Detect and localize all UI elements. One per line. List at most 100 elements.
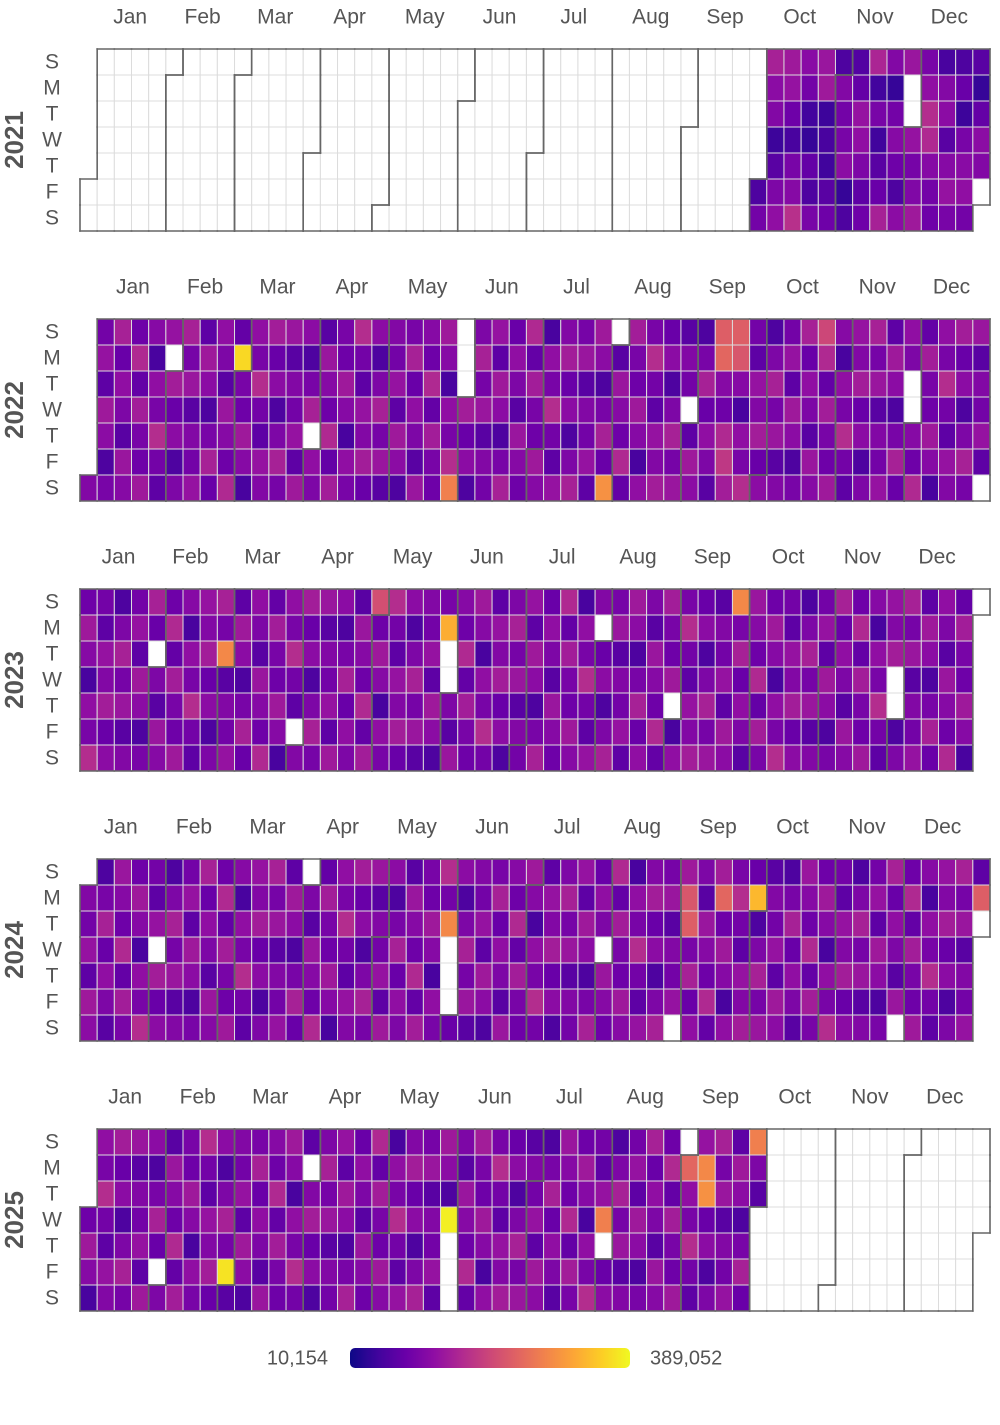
day-cell: [131, 396, 150, 424]
day-cell: [131, 1154, 150, 1182]
day-cell: [319, 692, 339, 720]
day-cell: [577, 1232, 596, 1260]
day-cell: [302, 884, 321, 912]
day-cell: [869, 910, 888, 938]
day-cell: [268, 962, 287, 990]
day-cell: [457, 588, 476, 616]
day-cell: [388, 692, 407, 720]
day-cell: [422, 318, 442, 346]
day-cell: [96, 640, 115, 668]
day-cell: [268, 666, 287, 694]
empty-cell: [543, 126, 562, 154]
day-cell: [474, 588, 493, 616]
day-cell: [783, 318, 802, 346]
day-cell: [783, 588, 802, 616]
day-cell: [268, 318, 287, 346]
empty-cell: [852, 1180, 871, 1208]
day-cell: [302, 588, 321, 616]
day-cell: [319, 936, 339, 964]
day-cell: [371, 718, 390, 746]
day-cell: [680, 692, 699, 720]
day-cell: [251, 1258, 270, 1286]
day-cell: [525, 744, 545, 772]
day-cell: [491, 1154, 510, 1182]
day-cell: [766, 962, 785, 990]
day-cell: [440, 396, 459, 424]
day-cell: [457, 718, 476, 746]
empty-cell: [319, 204, 339, 232]
empty-cell: [148, 178, 167, 206]
colorbar: [350, 1348, 630, 1368]
day-cell: [491, 1180, 510, 1208]
day-cell: [817, 744, 836, 772]
day-cell: [594, 640, 613, 668]
day-cell: [131, 1014, 150, 1042]
day-cell: [251, 318, 270, 346]
day-cell: [268, 640, 287, 668]
day-cell: [783, 204, 802, 232]
day-cell: [285, 640, 304, 668]
day-cell: [457, 640, 476, 668]
day-cell: [663, 1284, 682, 1312]
day-cell: [800, 178, 819, 206]
weekday-label: F: [46, 721, 59, 744]
day-cell: [714, 344, 733, 372]
empty-cell: [234, 152, 253, 180]
day-cell: [680, 1232, 699, 1260]
day-cell: [457, 1128, 476, 1156]
day-cell: [731, 744, 751, 772]
day-cell: [96, 1284, 115, 1312]
empty-cell: [525, 152, 545, 180]
month-label: Jan: [102, 546, 136, 569]
day-cell: [800, 640, 819, 668]
empty-cell: [766, 1180, 785, 1208]
day-cell: [731, 396, 751, 424]
empty-cell: [388, 126, 407, 154]
day-cell: [113, 666, 133, 694]
day-cell: [903, 988, 922, 1016]
empty-cell: [594, 204, 613, 232]
day-cell: [817, 74, 836, 102]
day-cell: [817, 448, 836, 476]
day-cell: [646, 1232, 665, 1260]
day-cell: [422, 1284, 442, 1312]
weekday-label: T: [46, 965, 59, 988]
month-label: Aug: [619, 546, 656, 569]
day-cell: [937, 936, 957, 964]
day-cell: [285, 588, 304, 616]
day-cell: [234, 988, 253, 1016]
day-cell: [216, 318, 236, 346]
month-label: Aug: [624, 816, 661, 839]
day-cell: [714, 1232, 733, 1260]
empty-cell: [783, 1232, 802, 1260]
empty-cell: [852, 1232, 871, 1260]
day-cell: [663, 588, 682, 616]
empty-cell: [96, 48, 115, 76]
empty-cell: [731, 48, 751, 76]
day-cell: [543, 1258, 562, 1286]
day-cell: [371, 910, 390, 938]
empty-cell: [611, 204, 630, 232]
day-cell: [577, 1128, 596, 1156]
day-cell: [216, 1232, 236, 1260]
day-cell: [852, 640, 871, 668]
day-cell: [663, 1258, 682, 1286]
day-cell: [457, 1014, 476, 1042]
day-cell: [474, 1284, 493, 1312]
day-cell: [440, 858, 459, 886]
empty-cell: [903, 1180, 922, 1208]
day-cell: [800, 858, 819, 886]
empty-cell: [440, 74, 459, 102]
empty-cell: [972, 1206, 991, 1234]
day-cell: [285, 422, 304, 450]
day-cell: [285, 692, 304, 720]
day-cell: [800, 344, 819, 372]
month-label: Sep: [694, 546, 731, 569]
empty-cell: [749, 152, 768, 180]
day-cell: [148, 718, 167, 746]
empty-cell: [79, 178, 98, 206]
day-cell: [234, 910, 253, 938]
day-cell: [852, 448, 871, 476]
empty-cell: [731, 74, 751, 102]
day-cell: [337, 1206, 356, 1234]
